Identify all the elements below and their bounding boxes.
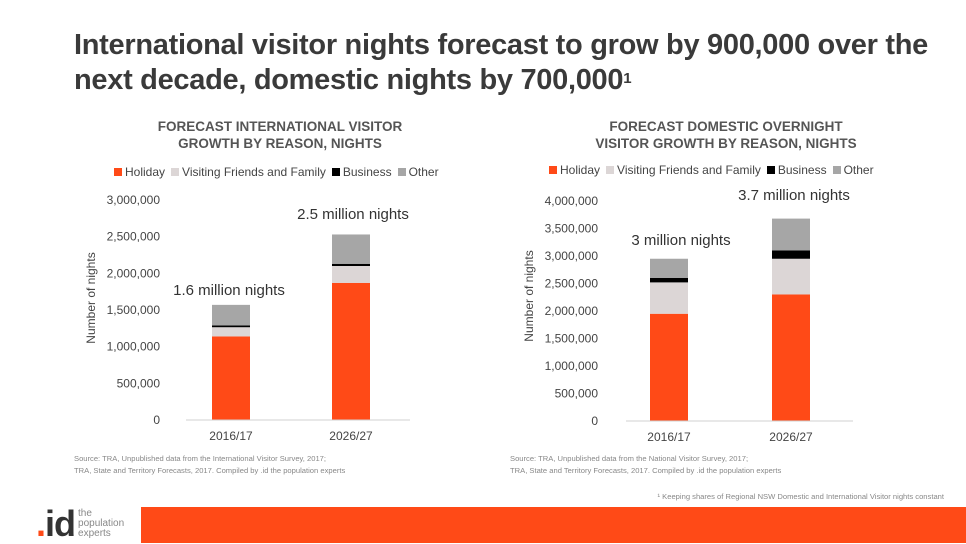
legend-item-vfr: Visiting Friends and Family (171, 165, 326, 179)
bar-total-annotation: 3.7 million nights (738, 187, 850, 204)
y-tick-label: 4,000,000 (545, 194, 599, 208)
y-tick-label: 2,000,000 (545, 304, 599, 318)
legend-label: Business (342, 165, 392, 179)
bar-total-annotation: 1.6 million nights (173, 282, 285, 299)
legend-item-other: Other (397, 165, 439, 179)
chart-1-title-line1: FORECAST INTERNATIONAL VISITOR (157, 119, 403, 134)
bar-segment-other (212, 304, 250, 326)
legend-label: Other (408, 165, 439, 179)
logo-tagline-line: the (78, 508, 92, 519)
legend-item-business: Business (766, 163, 827, 177)
source-line: Source: TRA, Unpublished data from the N… (510, 454, 749, 463)
x-tick-label: 2026/27 (329, 429, 373, 443)
y-tick-label: 3,500,000 (545, 222, 599, 236)
legend-swatch (171, 168, 180, 176)
chart-2-title-line1: FORECAST DOMESTIC OVERNIGHT (609, 119, 843, 134)
chart-2-title: FORECAST DOMESTIC OVERNIGHT VISITOR GROW… (576, 118, 876, 152)
title-footnote-marker: 1 (623, 70, 632, 87)
legend-swatch (549, 166, 557, 174)
legend-item-other: Other (832, 163, 874, 177)
legend-item-business: Business (331, 165, 392, 179)
logo-mark: .id (36, 503, 76, 544)
y-tick-label: 1,000,000 (107, 340, 161, 354)
x-tick-label: 2026/27 (769, 430, 813, 444)
y-tick-label: 3,000,000 (545, 249, 599, 263)
y-tick-label: 0 (591, 414, 598, 428)
legend-item-holiday: Holiday (114, 165, 165, 179)
logo-tagline-line: population (78, 518, 125, 529)
source-line: Source: TRA, Unpublished data from the I… (74, 454, 326, 463)
bar-segment-holiday (650, 313, 688, 421)
bar-segment-visiting-friends-and-family (332, 266, 370, 283)
bar-total-annotation: 3 million nights (631, 232, 730, 249)
legend-swatch (766, 166, 775, 174)
bar-segment-business (212, 325, 250, 328)
footnote: ¹ Keeping shares of Regional NSW Domesti… (657, 492, 944, 501)
y-tick-label: 3,000,000 (107, 193, 161, 207)
chart-1-source: Source: TRA, Unpublished data from the I… (74, 453, 345, 477)
legend-swatch (832, 166, 841, 174)
bar-segment-holiday (332, 282, 370, 420)
bar-segment-visiting-friends-and-family (212, 327, 250, 337)
y-tick-label: 1,000,000 (545, 359, 599, 373)
chart-1-legend: Holiday Visiting Friends and Family Busi… (114, 165, 445, 179)
bar-segment-holiday (212, 336, 250, 420)
footer-bar (141, 507, 966, 543)
y-tick-label: 500,000 (555, 387, 599, 401)
y-tick-label: 2,500,000 (107, 230, 161, 244)
logo-tagline-line: experts (78, 528, 111, 539)
source-line: TRA, State and Territory Forecasts, 2017… (74, 466, 346, 475)
bar-segment-other (650, 258, 688, 278)
y-axis-label: Number of nights (84, 252, 98, 343)
chart-2-source: Source: TRA, Unpublished data from the N… (510, 453, 781, 477)
bar-segment-other (332, 234, 370, 264)
bar-segment-business (772, 250, 810, 259)
legend-label: Visiting Friends and Family (182, 165, 326, 179)
x-tick-label: 2016/17 (647, 430, 691, 444)
chart-1-title: FORECAST INTERNATIONAL VISITOR GROWTH BY… (120, 118, 440, 152)
slide-title-text: International visitor nights forecast to… (74, 29, 928, 96)
bar-segment-visiting-friends-and-family (772, 258, 810, 295)
legend-label: Visiting Friends and Family (617, 163, 761, 177)
bar-segment-holiday (772, 294, 810, 421)
bar-total-annotation: 2.5 million nights (297, 206, 409, 223)
legend-swatch (397, 168, 406, 176)
source-line: TRA, State and Territory Forecasts, 2017… (510, 466, 782, 475)
y-tick-label: 2,500,000 (545, 277, 599, 291)
bar-segment-other (772, 218, 810, 251)
id-logo: .id the population experts (36, 506, 124, 542)
y-tick-label: 1,500,000 (545, 332, 599, 346)
legend-label: Business (777, 163, 827, 177)
legend-label: Other (843, 163, 874, 177)
bar-segment-business (332, 263, 370, 266)
legend-item-holiday: Holiday (549, 163, 600, 177)
legend-label: Holiday (125, 165, 166, 179)
chart-2-title-line2: VISITOR GROWTH BY REASON, NIGHTS (595, 136, 857, 151)
legend-swatch (606, 166, 615, 174)
y-tick-label: 1,500,000 (107, 303, 161, 317)
chart-2-legend: Holiday Visiting Friends and Family Busi… (549, 163, 880, 177)
y-tick-label: 0 (153, 413, 160, 427)
bar-segment-visiting-friends-and-family (650, 282, 688, 314)
y-tick-label: 2,000,000 (107, 266, 161, 280)
legend-label: Holiday (560, 163, 601, 177)
x-tick-label: 2016/17 (209, 429, 253, 443)
y-axis-label: Number of nights (522, 250, 536, 341)
legend-item-vfr: Visiting Friends and Family (606, 163, 761, 177)
slide-title: International visitor nights forecast to… (74, 28, 934, 98)
logo-tagline: the population experts (78, 509, 124, 539)
logo-dot: . (36, 503, 46, 544)
bar-segment-business (650, 278, 688, 283)
chart-1-title-line2: GROWTH BY REASON, NIGHTS (178, 136, 382, 151)
y-tick-label: 500,000 (117, 376, 161, 390)
logo-letters: id (45, 503, 76, 544)
legend-swatch (114, 168, 122, 176)
legend-swatch (331, 168, 340, 176)
